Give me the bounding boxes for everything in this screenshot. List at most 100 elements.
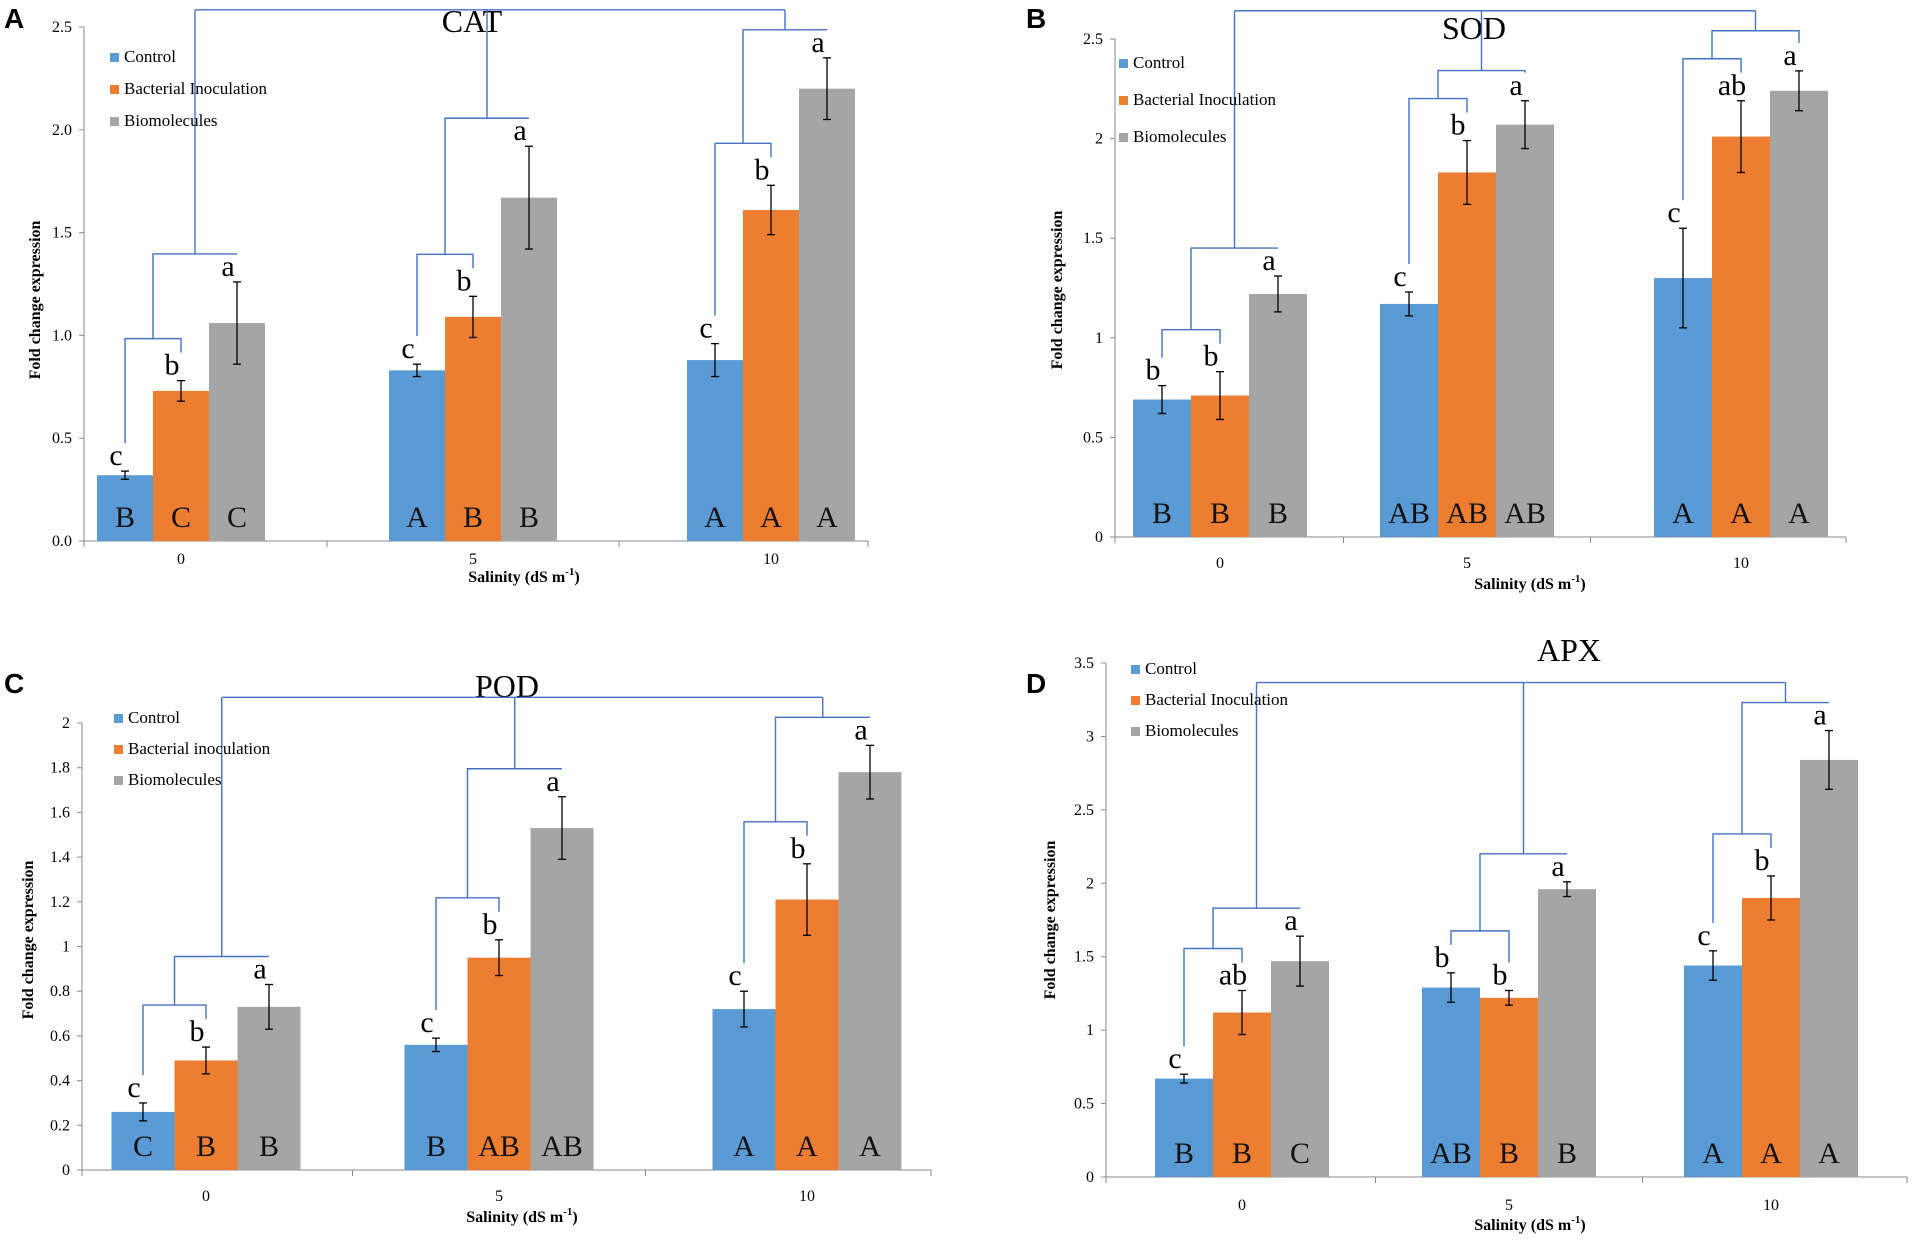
x-tick-label: 5 xyxy=(1505,1197,1513,1214)
y-tick-label: 3.5 xyxy=(1074,655,1094,672)
legend-label-bacterial: Bacterial Inoculation xyxy=(1145,690,1289,709)
significance-letter: a xyxy=(221,250,234,283)
significance-letter: a xyxy=(253,952,266,985)
bar-control-5 xyxy=(1422,987,1480,1177)
bar-control-0 xyxy=(97,475,153,541)
x-tick-label: 0 xyxy=(1238,1197,1246,1214)
bar-bacterial-5 xyxy=(467,957,531,1170)
significance-letter: b xyxy=(165,349,180,382)
comparison-bracket xyxy=(1450,930,1510,963)
legend-label-control: Control xyxy=(124,47,176,66)
y-tick-label: 0 xyxy=(1095,529,1103,546)
legend-swatch-control xyxy=(110,53,119,62)
x-tick-label: 10 xyxy=(1763,1197,1779,1214)
group-letter: B xyxy=(1232,1137,1252,1170)
bar-bacterial-10 xyxy=(743,209,799,541)
bar-bacterial-10 xyxy=(1712,136,1770,537)
legend-label-bacterial: Bacterial Inoculation xyxy=(1133,90,1277,109)
group-letter: B xyxy=(115,501,135,534)
panel-letter: C xyxy=(4,668,24,699)
legend-swatch-bacterial xyxy=(110,85,119,94)
bar-biomolecules-10 xyxy=(838,772,902,1170)
bar-biomolecules-5 xyxy=(1538,889,1596,1177)
group-letter: B xyxy=(196,1130,216,1163)
bar-control-5 xyxy=(404,1044,468,1170)
x-tick-label: 5 xyxy=(495,1188,503,1205)
y-tick-label: 2.5 xyxy=(52,19,72,36)
y-axis-label: Fold change expression xyxy=(27,220,44,379)
y-tick-label: 1.5 xyxy=(52,225,72,242)
legend-label-bacterial: Bacterial inoculation xyxy=(128,739,271,758)
significance-letter: b xyxy=(457,264,472,297)
group-letter: A xyxy=(733,1130,755,1163)
group-letter: B xyxy=(426,1130,446,1163)
bar-control-5 xyxy=(1380,303,1438,537)
significance-letter: a xyxy=(1551,850,1564,883)
group-letter: C xyxy=(227,501,247,534)
significance-letter: a xyxy=(854,713,867,746)
group-letter: B xyxy=(1210,497,1230,530)
bar-bacterial-0 xyxy=(153,390,209,541)
group-letter: C xyxy=(1290,1137,1310,1170)
group-letter: AB xyxy=(1446,497,1488,530)
bar-biomolecules-0 xyxy=(237,1006,301,1170)
y-tick-label: 1 xyxy=(62,939,70,956)
group-letter: C xyxy=(171,501,191,534)
significance-letter: c xyxy=(420,1006,433,1039)
bar-biomolecules-5 xyxy=(501,197,557,541)
chart-title: APX xyxy=(1537,632,1601,668)
x-axis-label: Salinity (dS m-1) xyxy=(1474,1214,1585,1234)
significance-letter: a xyxy=(1783,39,1796,72)
x-tick-label: 10 xyxy=(1733,555,1749,572)
panel-letter: D xyxy=(1026,668,1046,699)
significance-letter: a xyxy=(546,765,559,798)
bar-bacterial-10 xyxy=(1742,897,1800,1177)
panel-B: B SOD 0 0.5 1 1.5 2 2.5 0 5 10 Fold change expressi… xyxy=(1026,3,1847,593)
group-letter: AB xyxy=(478,1130,520,1163)
group-letter: A xyxy=(1672,497,1694,530)
chart-title: CAT xyxy=(442,3,503,39)
bar-biomolecules-0 xyxy=(1249,293,1307,537)
x-axis-label: Salinity (dS m-1) xyxy=(1474,573,1585,593)
group-letter: A xyxy=(760,501,782,534)
bar-bacterial-10 xyxy=(775,899,839,1170)
group-letter: AB xyxy=(1388,497,1430,530)
comparison-bracket xyxy=(173,955,269,1006)
legend-swatch-bacterial xyxy=(1131,696,1140,705)
bar-biomolecules-5 xyxy=(530,828,594,1170)
bar-bacterial-0 xyxy=(174,1060,238,1170)
y-tick-label: 0.5 xyxy=(1074,1096,1094,1113)
x-tick-label: 10 xyxy=(799,1188,815,1205)
comparison-bracket xyxy=(1712,833,1772,923)
legend-swatch-bacterial xyxy=(1119,96,1128,105)
x-tick-label: 5 xyxy=(1463,555,1471,572)
bar-control-0 xyxy=(111,1111,175,1170)
group-letter: A xyxy=(816,501,838,534)
significance-letter: b xyxy=(1755,844,1770,877)
significance-letter: a xyxy=(1813,699,1826,732)
bar-bacterial-5 xyxy=(445,316,501,541)
significance-letter: ab xyxy=(1718,69,1746,102)
legend-label-biomolecules: Biomolecules xyxy=(128,770,221,789)
group-letter: A xyxy=(1730,497,1752,530)
significance-letter: a xyxy=(1262,244,1275,277)
comparison-bracket xyxy=(142,1004,207,1075)
bar-control-5 xyxy=(389,370,445,541)
comparison-bracket xyxy=(152,253,237,339)
x-axis-label: Salinity (dS m-1) xyxy=(466,1206,577,1226)
x-tick-label: 0 xyxy=(1216,555,1224,572)
y-tick-label: 2.5 xyxy=(1074,802,1094,819)
significance-letter: a xyxy=(1509,69,1522,102)
legend-swatch-biomolecules xyxy=(1131,727,1140,736)
y-tick-label: 0.0 xyxy=(52,533,72,550)
significance-letter: b xyxy=(1451,109,1466,142)
y-tick-label: 0.5 xyxy=(1083,429,1103,446)
group-letter: B xyxy=(519,501,539,534)
bar-control-10 xyxy=(712,1009,776,1170)
group-letter: AB xyxy=(1504,497,1546,530)
bar-biomolecules-10 xyxy=(1770,90,1828,538)
y-tick-label: 1 xyxy=(1086,1022,1094,1039)
bar-control-10 xyxy=(1684,965,1742,1177)
bar-biomolecules-10 xyxy=(799,88,855,542)
